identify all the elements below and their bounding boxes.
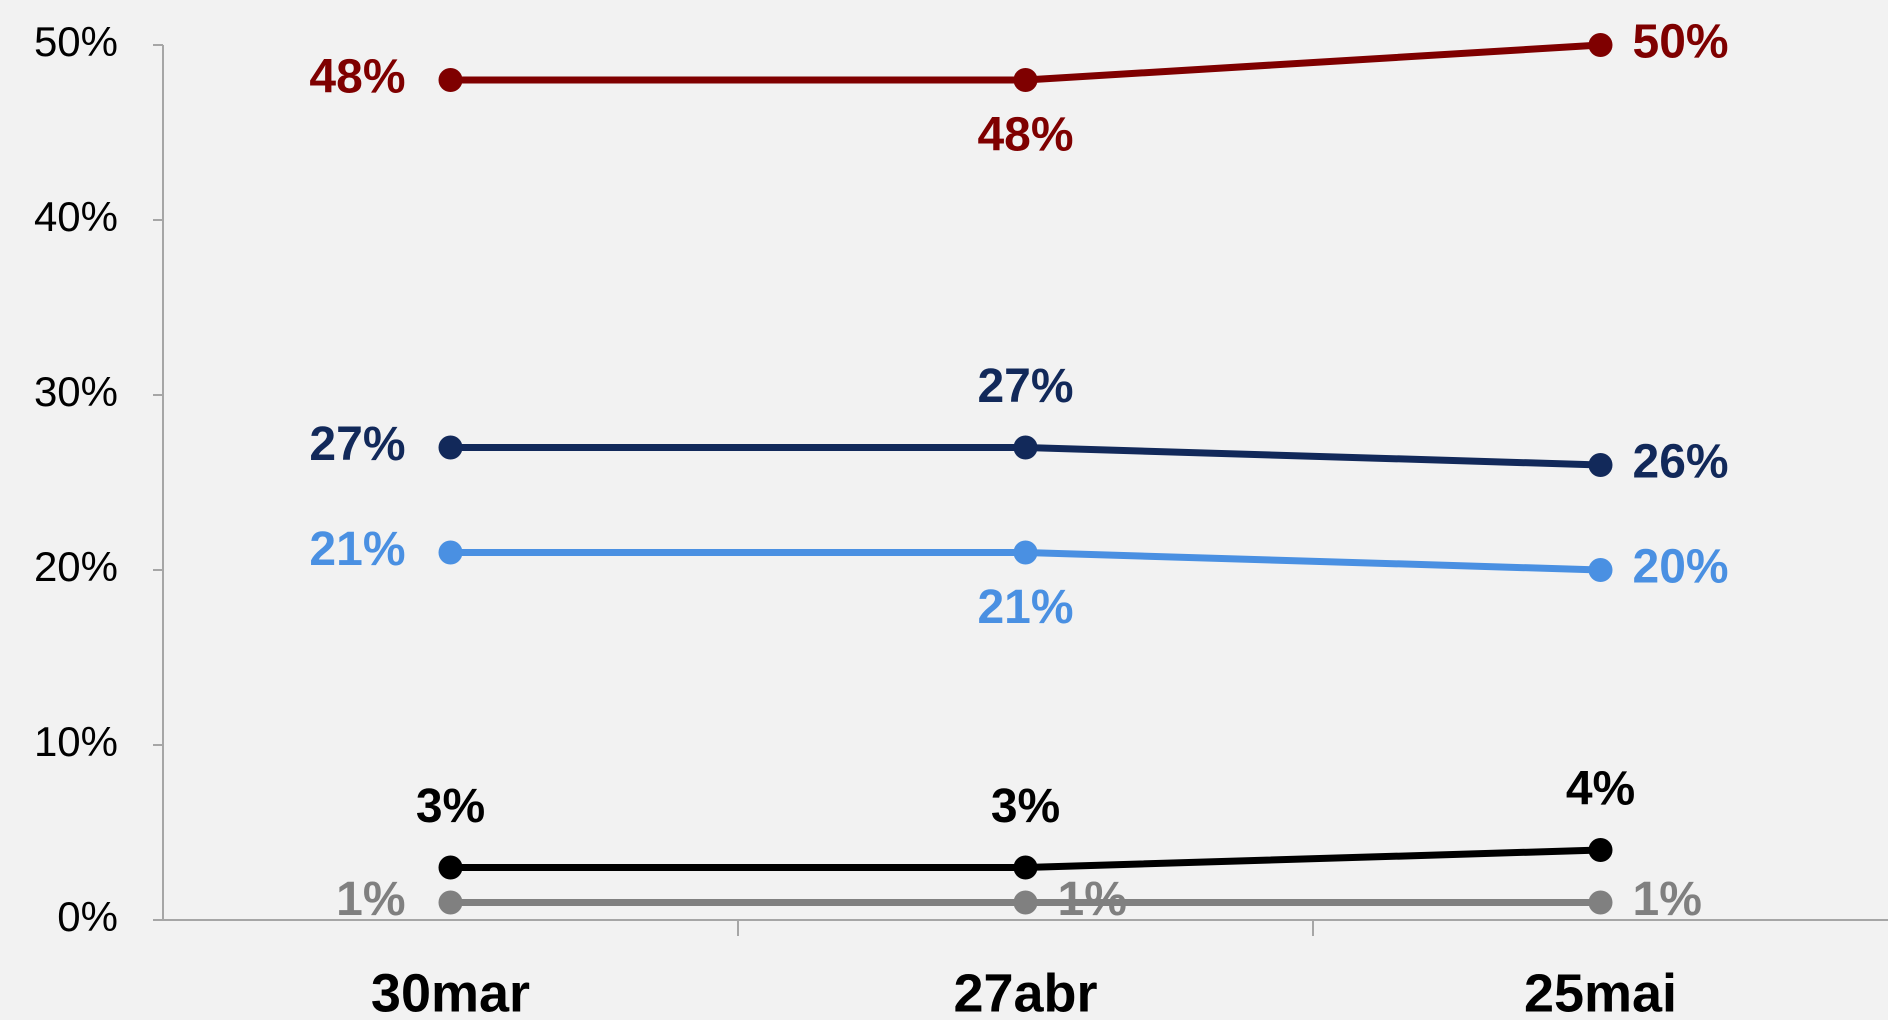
data-label: 27% [309, 418, 405, 471]
x-tick-label: 25mai [1524, 963, 1677, 1020]
point [1588, 453, 1613, 477]
y-tick-label: 30% [34, 368, 118, 415]
data-label: 4% [1566, 763, 1635, 816]
x-tick-label: 30mar [371, 963, 530, 1020]
data-label: 20% [1633, 541, 1729, 594]
x-tick-label: 27abr [953, 963, 1097, 1020]
data-label: 26% [1633, 436, 1729, 489]
data-label: 1% [1058, 873, 1127, 926]
data-label: 1% [1633, 873, 1702, 926]
point [1013, 68, 1038, 92]
point [1588, 558, 1613, 582]
point [438, 855, 463, 880]
point [438, 540, 463, 565]
y-tick-label: 10% [34, 718, 118, 765]
data-label: 21% [977, 581, 1073, 634]
point [438, 890, 463, 915]
data-label: 3% [416, 780, 485, 833]
point [1013, 435, 1038, 460]
point [438, 68, 463, 92]
y-tick-label: 20% [34, 543, 118, 590]
point [1588, 33, 1613, 57]
point [438, 435, 463, 460]
data-label: 48% [977, 109, 1073, 162]
point [1588, 890, 1613, 915]
y-tick-label: 50% [34, 18, 118, 65]
point [1013, 540, 1038, 565]
data-label: 50% [1633, 16, 1729, 69]
data-label: 27% [977, 360, 1073, 413]
data-label: 48% [309, 51, 405, 104]
y-tick-label: 0% [57, 893, 118, 940]
point [1013, 855, 1038, 880]
y-tick-label: 40% [34, 193, 118, 240]
point [1588, 838, 1613, 862]
data-label: 3% [991, 780, 1060, 833]
data-label: 1% [336, 873, 405, 926]
data-label: 21% [309, 523, 405, 576]
point [1013, 890, 1038, 915]
